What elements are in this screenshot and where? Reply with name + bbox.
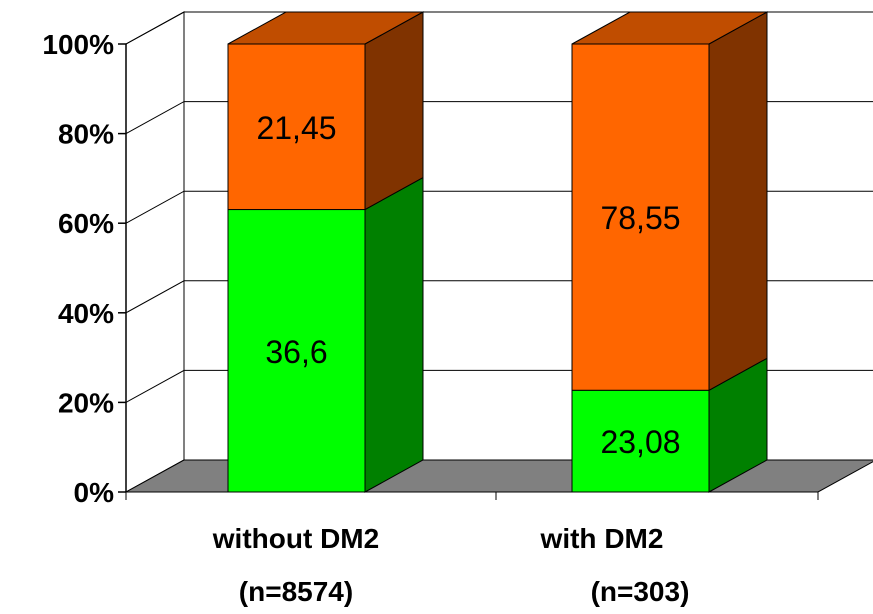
- x-category-subtitle: (n=8574): [239, 576, 353, 607]
- data-label: 21,45: [256, 110, 336, 146]
- x-category-label: without DM2: [212, 523, 379, 554]
- y-tick-labels: 0% 20% 40% 60% 80% 100%: [42, 29, 114, 508]
- y-tick-label: 20%: [58, 387, 114, 418]
- x-category-label: with DM2: [540, 523, 664, 554]
- side-wall: [125, 11, 185, 493]
- bar-segment-side: [364, 176, 424, 493]
- y-tick-label: 80%: [58, 119, 114, 150]
- bar-segment: [571, 389, 710, 493]
- bar-segment: [227, 43, 366, 211]
- x-category-subtitle: (n=303): [591, 576, 690, 607]
- y-tick-label: 100%: [42, 29, 114, 60]
- bar-segment: [571, 43, 710, 391]
- x-category-labels: without DM2 with DM2 (n=8574) (n=303): [212, 523, 690, 607]
- bars: [227, 11, 768, 493]
- bar-top: [571, 11, 768, 45]
- y-tick-label: 60%: [58, 208, 114, 239]
- y-tick-label: 40%: [58, 298, 114, 329]
- y-tick-label: 0%: [74, 477, 115, 508]
- y-axis: [118, 43, 127, 493]
- data-label: 78,55: [600, 200, 680, 236]
- data-label: 23,08: [600, 424, 680, 460]
- data-label: 36,6: [265, 334, 327, 370]
- bar-segment-side: [708, 11, 768, 392]
- data-labels: 36,6 23,08 21,45 78,55: [256, 110, 680, 460]
- bar-segment-side: [364, 11, 424, 211]
- bar-top: [227, 11, 424, 45]
